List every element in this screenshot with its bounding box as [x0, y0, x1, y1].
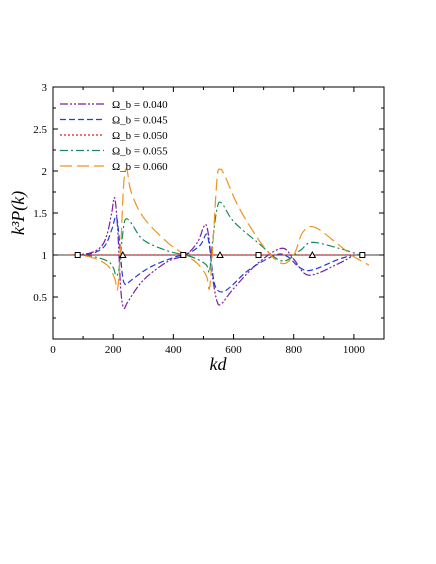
- legend-label-3: Ω_b = 0.050: [112, 130, 168, 142]
- y-tick-label: 2.5: [33, 124, 47, 136]
- legend-label-4: Ω_b = 0.055: [112, 146, 168, 158]
- y-tick-label: 1: [42, 250, 48, 262]
- x-tick-label: 200: [105, 344, 122, 356]
- legend-label-5: Ω_b = 0.060: [112, 161, 168, 173]
- square-marker: [359, 252, 366, 258]
- square-marker: [255, 252, 262, 258]
- series-line-4: [68, 201, 361, 277]
- x-tick-label: 1000: [343, 344, 366, 356]
- triangle-marker: [118, 250, 127, 258]
- y-tick-label: 1.5: [33, 208, 47, 220]
- x-tick-label: 600: [225, 344, 242, 356]
- series-line-1: [67, 196, 355, 310]
- plot-area: [53, 87, 384, 339]
- x-tick-label: 800: [285, 344, 302, 356]
- y-tick-label: 3: [42, 82, 48, 94]
- legend-label-1: Ω_b = 0.040: [112, 99, 168, 111]
- square-marker: [74, 252, 81, 258]
- x-tick-label: 0: [50, 344, 56, 356]
- series-line-5: [67, 168, 370, 291]
- y-tick-label: 2: [42, 166, 48, 178]
- square-marker: [180, 252, 187, 258]
- legend-label-2: Ω_b = 0.045: [112, 115, 168, 127]
- triangle-marker: [308, 250, 317, 258]
- x-axis-title: kd: [210, 354, 228, 374]
- series-line-2: [68, 215, 355, 293]
- x-tick-label: 400: [165, 344, 182, 356]
- y-axis-title: k³P(k): [8, 191, 29, 235]
- y-tick-label: 0.5: [33, 292, 47, 304]
- triangle-marker: [216, 250, 224, 258]
